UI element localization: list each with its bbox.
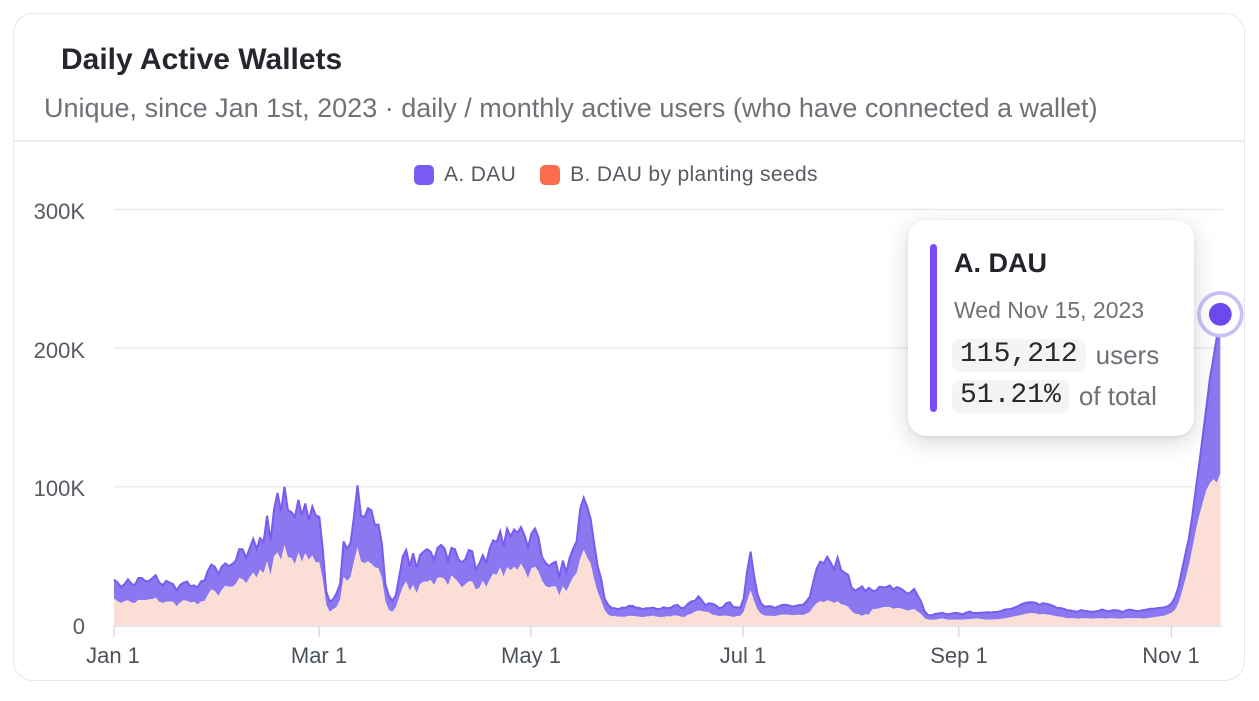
- svg-text:Mar 1: Mar 1: [291, 643, 347, 668]
- svg-text:200K: 200K: [34, 338, 86, 363]
- svg-text:300K: 300K: [34, 199, 86, 224]
- svg-text:Jul 1: Jul 1: [720, 643, 766, 668]
- svg-text:Sep 1: Sep 1: [930, 643, 988, 668]
- svg-text:Jan 1: Jan 1: [86, 643, 140, 668]
- svg-text:0: 0: [73, 614, 85, 639]
- svg-text:Nov 1: Nov 1: [1142, 643, 1199, 668]
- svg-text:100K: 100K: [34, 476, 86, 501]
- svg-text:May 1: May 1: [501, 643, 561, 668]
